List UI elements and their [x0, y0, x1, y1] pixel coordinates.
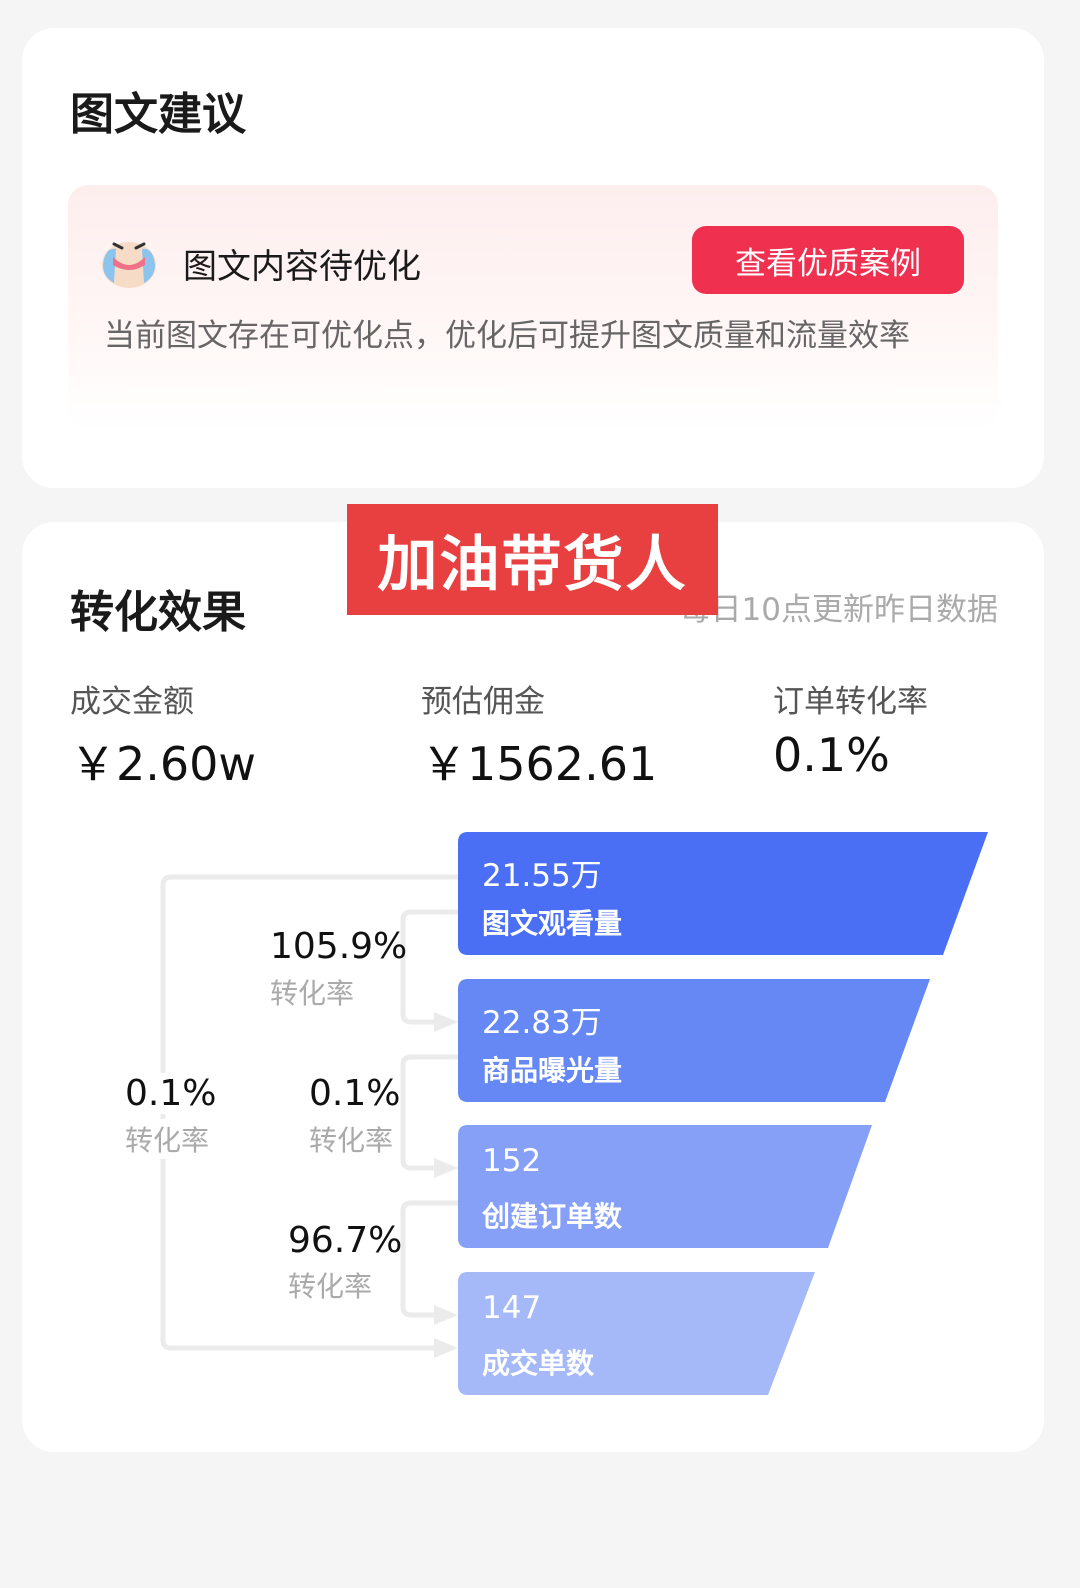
metric-label: 预估佣金 — [421, 684, 545, 720]
connector-2 — [400, 1054, 458, 1171]
metric-label: 成交金额 — [70, 684, 194, 720]
notice-description: 当前图文存在可优化点，优化后可提升图文质量和流量效率 — [104, 318, 910, 354]
notice-heading: 图文内容待优化 — [183, 247, 421, 287]
funnel-bar-orders-closed — [458, 1272, 815, 1395]
funnel-chart — [160, 832, 988, 1395]
funnel-label: 图文观看量 — [482, 907, 623, 940]
rate-value: 105.9% — [270, 926, 408, 967]
metric-label: 订单转化率 — [773, 684, 928, 720]
connector-1 — [400, 909, 458, 1025]
funnel-label: 创建订单数 — [482, 1200, 623, 1233]
funnel-label: 成交单数 — [482, 1347, 595, 1380]
update-note: 每日10点更新昨日数据 — [679, 592, 998, 628]
funnel-label: 商品曝光量 — [482, 1054, 623, 1087]
overlay-banner: 加油带货人 — [347, 504, 718, 615]
metric-value: ￥1562.61 — [421, 737, 658, 791]
arrow-icon — [434, 1158, 458, 1178]
arrow-icon — [434, 1012, 458, 1032]
overall-rate-label: 转化率 — [125, 1119, 210, 1159]
metric-value: ￥2.60w — [70, 737, 257, 791]
connector-3 — [400, 1200, 458, 1318]
section-title: 转化效果 — [70, 587, 246, 638]
view-quality-cases-button[interactable]: 查看优质案例 — [692, 226, 964, 294]
rate-label: 转化率 — [309, 1124, 394, 1157]
arrow-icon — [434, 1305, 458, 1325]
funnel-value: 21.55万 — [482, 858, 602, 894]
rate-label: 转化率 — [270, 977, 355, 1010]
arrow-icon — [434, 1338, 458, 1358]
funnel-value: 152 — [482, 1143, 542, 1179]
funnel-value: 147 — [482, 1290, 542, 1326]
funnel-bar-exposure — [458, 979, 930, 1102]
rate-label: 转化率 — [288, 1270, 373, 1303]
rate-value: 0.1% — [309, 1073, 401, 1114]
section-title: 图文建议 — [70, 89, 246, 140]
rate-value: 96.7% — [288, 1220, 403, 1261]
suggestion-card: 图文建议 图文内容待优化 查看优质案例 当前图文存在可优化点，优化后可提升图文质… — [22, 28, 1044, 488]
funnel-value: 22.83万 — [482, 1005, 602, 1041]
metric-value: 0.1% — [773, 728, 890, 782]
overall-rate-value: 0.1% — [125, 1073, 217, 1114]
crying-face-icon — [100, 235, 158, 289]
funnel-bar-views — [458, 832, 988, 955]
optimization-notice: 图文内容待优化 查看优质案例 当前图文存在可优化点，优化后可提升图文质量和流量效… — [68, 185, 998, 430]
conversion-card: 转化效果 每日10点更新昨日数据 成交金额 ￥2.60w 预估佣金 ￥1562.… — [22, 522, 1044, 1452]
funnel-bar-orders-created — [458, 1125, 872, 1248]
